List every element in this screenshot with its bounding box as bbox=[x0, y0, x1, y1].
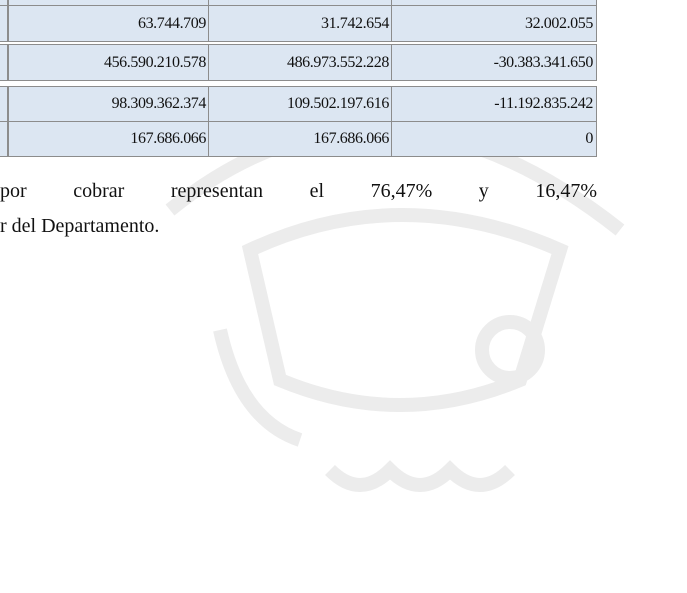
paragraph-line: por cobrar representan el 76,47% y 16,47… bbox=[0, 180, 597, 202]
table-cell: 486.973.552.228 bbox=[208, 44, 393, 81]
table-cell: 0 bbox=[391, 121, 597, 157]
table-cell bbox=[0, 5, 8, 42]
table-cell: 98.309.362.374 bbox=[8, 86, 210, 122]
table-cell bbox=[0, 44, 8, 81]
table-cell: 167.686.066 bbox=[208, 121, 393, 157]
table-cell: 31.742.654 bbox=[208, 5, 393, 42]
table-cell: 109.502.197.616 bbox=[208, 86, 393, 122]
paragraph-line: r del Departamento. bbox=[0, 215, 160, 237]
table-cell bbox=[0, 86, 8, 122]
table-cell: -11.192.835.242 bbox=[391, 86, 597, 122]
table-cell bbox=[0, 121, 8, 157]
table-cell: -30.383.341.650 bbox=[391, 44, 597, 81]
table-cell: 63.744.709 bbox=[8, 5, 210, 42]
table-cell: 32.002.055 bbox=[391, 5, 597, 42]
table-cell: 456.590.210.578 bbox=[8, 44, 210, 81]
table-cell: 167.686.066 bbox=[8, 121, 210, 157]
